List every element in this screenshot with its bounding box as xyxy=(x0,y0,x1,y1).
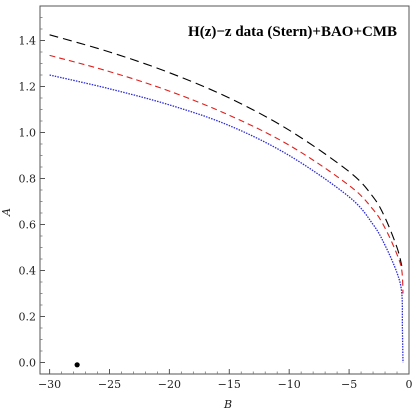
series-group xyxy=(49,34,404,363)
y-tick-label-2: 0.4 xyxy=(19,265,37,278)
x-axis: −30 −25 −20 −15 −10 −5 0 xyxy=(38,369,413,391)
series-line-2 xyxy=(49,74,404,363)
x-tick-label-2: −20 xyxy=(158,378,181,391)
y-tick-label-3: 0.6 xyxy=(19,219,37,232)
x-tick-label-4: −10 xyxy=(278,378,301,391)
marker-point xyxy=(74,362,80,368)
x-tick-label-1: −25 xyxy=(98,378,121,391)
x-tick-label-3: −15 xyxy=(218,378,241,391)
x-tick-label-0: −30 xyxy=(38,378,61,391)
y-tick-label-6: 1.2 xyxy=(19,81,37,94)
series-line-1 xyxy=(49,54,404,294)
y-tick-label-0: 0.0 xyxy=(19,357,37,370)
x-tick-label-5: −5 xyxy=(341,378,357,391)
plot-frame xyxy=(39,5,410,375)
y-axis-label: A xyxy=(0,208,13,217)
chart-title: H(z)−z data (Stern)+BAO+CMB xyxy=(188,24,397,40)
marker-group xyxy=(74,362,80,368)
y-axis: 0.0 0.2 0.4 0.6 0.8 1.0 1.2 1.4 xyxy=(19,17,45,370)
x-axis-label: B xyxy=(223,398,232,411)
y-tick-label-5: 1.0 xyxy=(19,127,37,140)
x-tick-label-6: 0 xyxy=(406,378,413,391)
y-tick-label-7: 1.4 xyxy=(19,35,37,48)
series-line-0 xyxy=(49,34,403,267)
y-tick-label-1: 0.2 xyxy=(19,311,37,324)
y-tick-label-4: 0.8 xyxy=(19,173,37,186)
